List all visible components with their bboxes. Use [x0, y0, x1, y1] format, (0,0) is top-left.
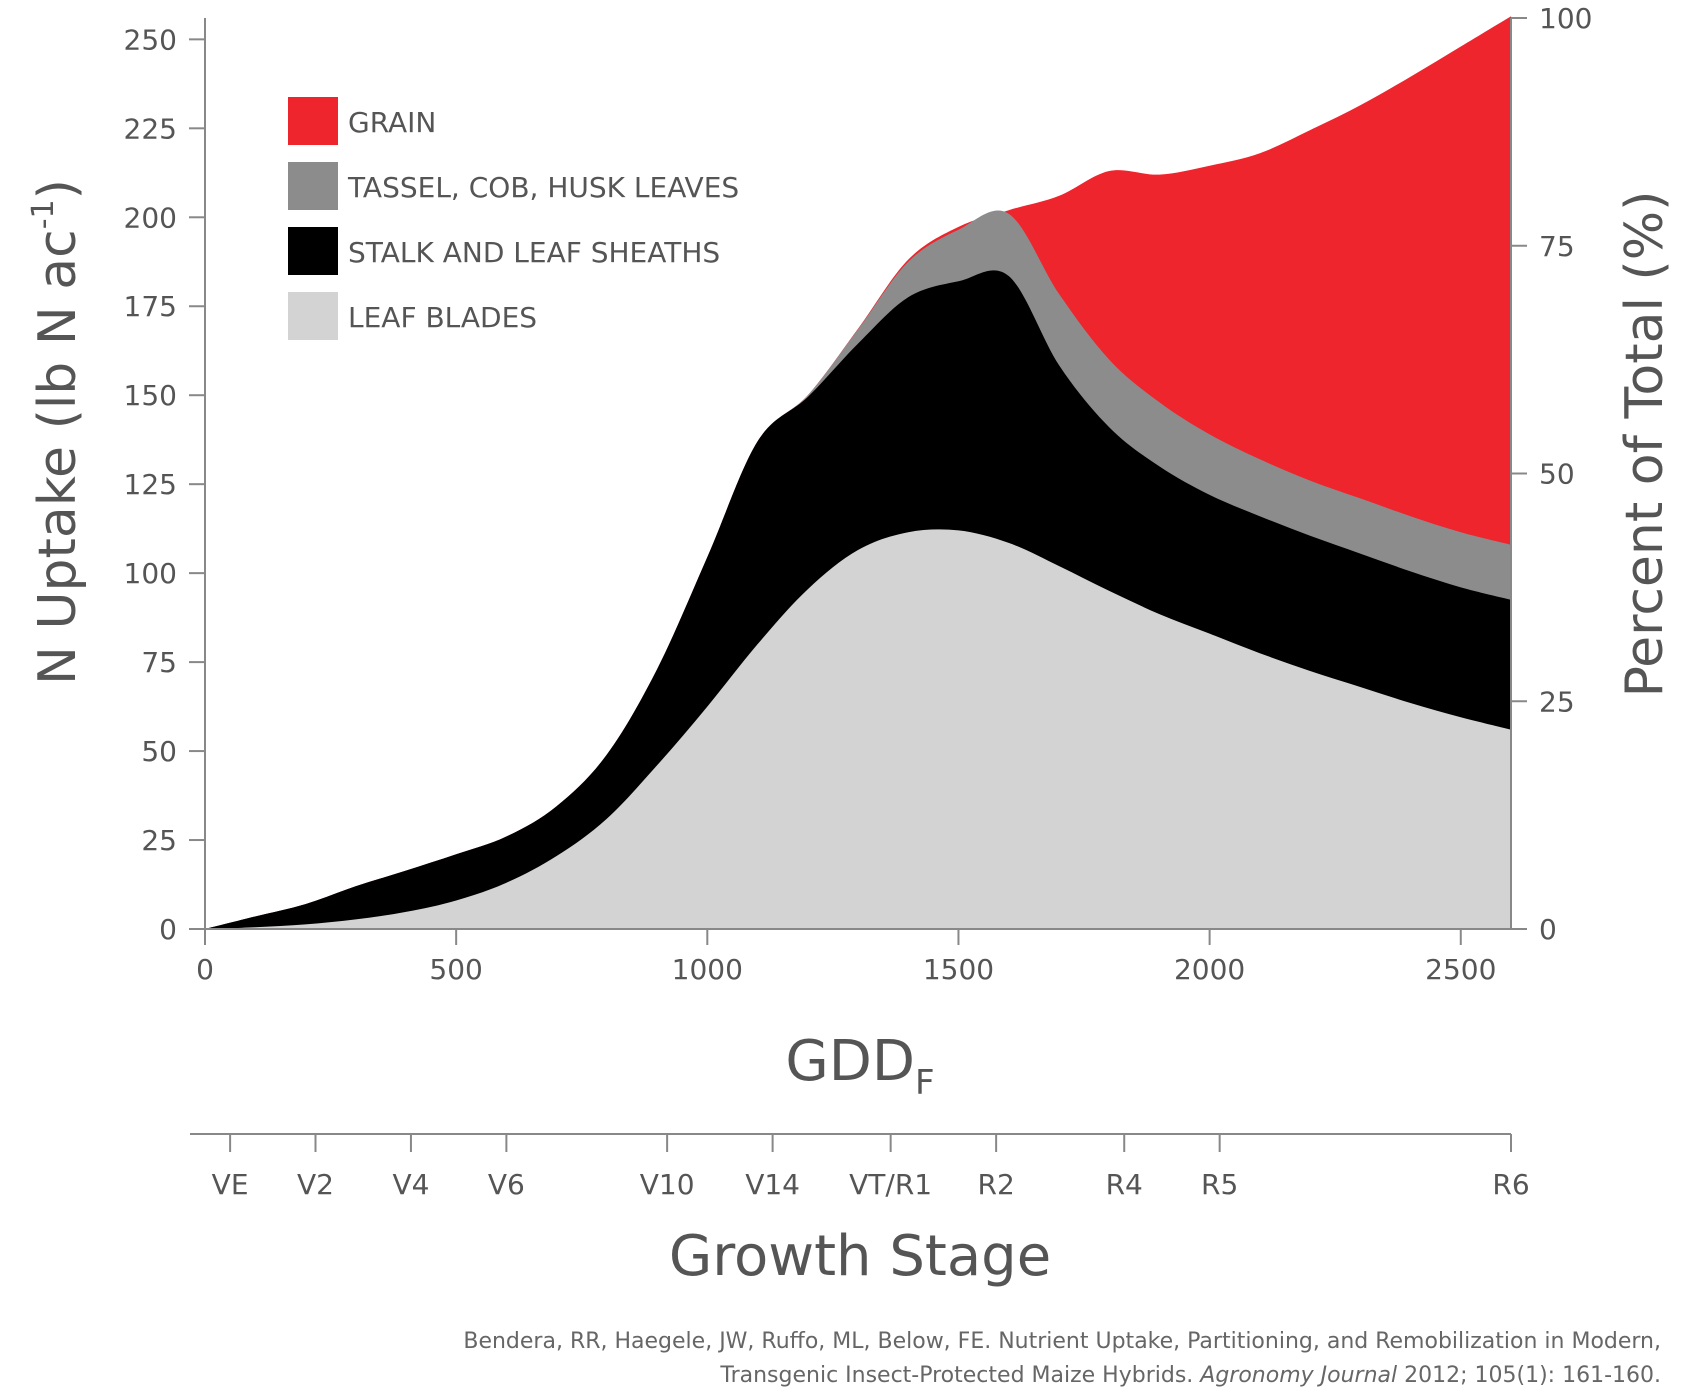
y-tick-label-250: 250 — [124, 23, 177, 56]
y2-tick-label-0: 0 — [1539, 913, 1557, 946]
y2-tick-label-75: 75 — [1539, 230, 1575, 263]
stage-label-r2: R2 — [977, 1168, 1014, 1201]
journal-name: Agronomy Journal — [1200, 1363, 1398, 1388]
stage-label-v2: V2 — [297, 1168, 334, 1201]
y-axis-title: N Uptake (lb N ac-1) — [26, 179, 88, 685]
y2-tick-label-50: 50 — [1539, 458, 1575, 491]
legend-label-grain: GRAIN — [348, 106, 436, 139]
legend-label-stalk-and-leaf-sheaths: STALK AND LEAF SHEATHS — [348, 236, 720, 269]
legend-swatch-grain — [288, 97, 338, 145]
y-tick-label-200: 200 — [124, 201, 177, 234]
stage-label-ve: VE — [212, 1168, 249, 1201]
legend-swatch-stalk-and-leaf-sheaths — [288, 227, 338, 275]
citation-line-1: Bendera, RR, Haegele, JW, Ruffo, ML, Bel… — [463, 1329, 1661, 1354]
legend: GRAIN TASSEL, COB, HUSK LEAVES STALK AND L… — [288, 97, 739, 340]
stage-label-v14: V14 — [745, 1168, 800, 1201]
y-tick-label-150: 150 — [124, 379, 177, 412]
y2-axis-title: Percent of Total (%) — [1615, 191, 1675, 698]
growth-stage-title: Growth Stage — [669, 1224, 1051, 1289]
x-tick-label-0: 0 — [196, 953, 214, 986]
citation-line-2: Transgenic Insect-Protected Maize Hybrid… — [720, 1363, 1661, 1388]
y2-tick-label-25: 25 — [1539, 685, 1575, 718]
x-tick-label-2500: 2500 — [1425, 953, 1496, 986]
y-tick-label-175: 175 — [124, 290, 177, 323]
area-leaf-blades — [205, 529, 1511, 929]
y2-tick-label-100: 100 — [1539, 2, 1592, 35]
legend-swatch-leaf-blades — [288, 292, 338, 340]
x-axis-title: GDDF — [785, 1029, 934, 1103]
y-tick-label-0: 0 — [159, 913, 177, 946]
y-tick-label-75: 75 — [141, 646, 177, 679]
y-tick-label-100: 100 — [124, 557, 177, 590]
legend-label-leaf-blades: LEAF BLADES — [348, 301, 537, 334]
x-tick-label-500: 500 — [429, 953, 482, 986]
stage-label-v6: V6 — [488, 1168, 525, 1201]
y-tick-label-50: 50 — [141, 735, 177, 768]
stage-label-vt-r1: VT/R1 — [849, 1168, 932, 1201]
stage-label-r4: R4 — [1106, 1168, 1143, 1201]
citation: Bendera, RR, Haegele, JW, Ruffo, ML, Bel… — [161, 1325, 1661, 1393]
legend-label-tassel-cob-husk-leaves: TASSEL, COB, HUSK LEAVES — [347, 171, 739, 204]
stage-label-v4: V4 — [392, 1168, 429, 1201]
stacked-areas — [205, 16, 1511, 929]
x-tick-label-1500: 1500 — [923, 953, 994, 986]
y-tick-label-225: 225 — [124, 112, 177, 145]
stage-label-r5: R5 — [1201, 1168, 1238, 1201]
y-tick-label-125: 125 — [124, 468, 177, 501]
legend-swatch-tassel-cob-husk-leaves — [288, 162, 338, 210]
growth-stage-axis: VE V2 V4 V6 V10 V14 VT/R1 R2 R4 R5 R6 — [190, 1133, 1530, 1201]
x-tick-label-1000: 1000 — [672, 953, 743, 986]
x-tick-label-2000: 2000 — [1174, 953, 1245, 986]
stage-label-v10: V10 — [640, 1168, 695, 1201]
stage-label-r6: R6 — [1492, 1168, 1529, 1201]
y-tick-label-25: 25 — [141, 824, 177, 857]
